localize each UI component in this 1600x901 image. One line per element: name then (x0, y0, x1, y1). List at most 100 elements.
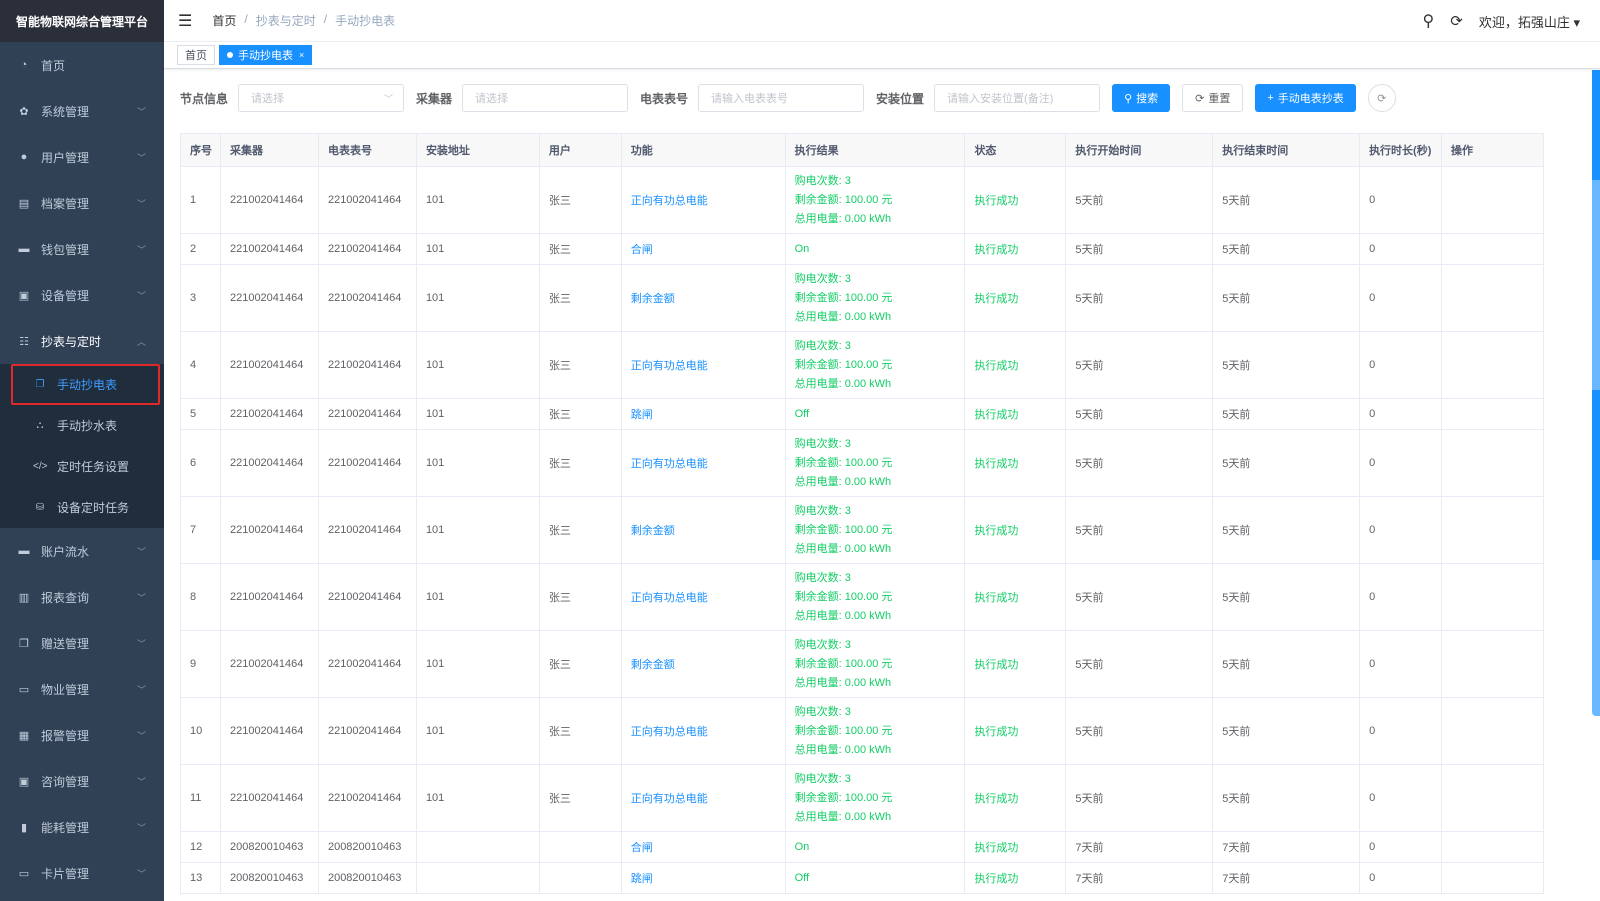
menu-item-2[interactable]: ❐ 赠送管理 ﹀ (0, 620, 164, 666)
actions-cell (1441, 630, 1544, 698)
menu-item-7[interactable]: ▭ 卡片管理 ﹀ (0, 850, 164, 896)
menu-group-meter-reading[interactable]: ☷ 抄表与定时 ︿ (0, 318, 164, 364)
menu-item-2[interactable]: ● 用户管理 ﹀ (0, 134, 164, 180)
cell-5[interactable]: 跳闸 (620, 398, 786, 430)
menu-item-6[interactable]: ▮ 能耗管理 ﹀ (0, 804, 164, 850)
breadcrumb-home[interactable]: 首页 (212, 14, 237, 28)
manual-read-button[interactable]: + 手动电表抄表 (1255, 84, 1356, 112)
hamburger-icon[interactable]: ☰ (178, 12, 193, 30)
cell-4: 张三 (538, 697, 622, 765)
cell-1: 221002041464 (219, 429, 319, 497)
location-input[interactable]: 请输入安装位置(备注) (934, 84, 1101, 112)
menu-item-3[interactable]: ▤ 档案管理 ﹀ (0, 180, 164, 226)
cell-1: 221002041464 (219, 496, 319, 564)
menu-item-4[interactable]: ▬ 钱包管理 ﹀ (0, 226, 164, 272)
tab-home[interactable]: 首页 (177, 45, 215, 65)
cell-1: 200820010463 (219, 862, 319, 894)
menu-item-1[interactable]: ⛬ 手动抄水表 (0, 405, 164, 446)
menu-item-5[interactable]: ▣ 咨询管理 ﹀ (0, 758, 164, 804)
cell-5[interactable]: 正向有功总电能 (620, 764, 786, 832)
chevron-down-icon: ﹀ (136, 868, 146, 879)
table-row: 10 221002041464 221002041464 101 张三 正向有功总电能 购电… (180, 697, 1544, 765)
cell-5[interactable]: 正向有功总电能 (620, 563, 786, 631)
reset-button[interactable]: ⟳ 重置 (1182, 84, 1244, 112)
cell-2: 200820010463 (317, 831, 417, 863)
menu-item-0[interactable]: ▬ 账户流水 ﹀ (0, 528, 164, 574)
cell-0: 1 (180, 166, 221, 234)
table-row: 4 221002041464 221002041464 101 张三 正向有功总电能 购电次… (180, 331, 1544, 399)
user-icon: ● (20, 151, 28, 163)
table-row: 2 221002041464 221002041464 101 张三 合闸 On 执行成功 5天… (180, 233, 1544, 265)
cell-7: 执行成功 (964, 563, 1067, 631)
cell-5[interactable]: 正向有功总电能 (620, 331, 786, 399)
cell-2: 221002041464 (317, 233, 417, 265)
cell-3: 101 (415, 764, 540, 832)
cell-7: 执行成功 (964, 630, 1067, 698)
column-header: 采集器 (219, 133, 319, 167)
cell-5[interactable]: 合闸 (620, 233, 786, 265)
cell-2: 221002041464 (317, 630, 417, 698)
meter-number-input[interactable]: 请输入电表表号 (698, 84, 865, 112)
cell-5[interactable]: 正向有功总电能 (620, 429, 786, 497)
close-icon[interactable]: × (299, 50, 305, 60)
menu-item-1[interactable]: ▥ 报表查询 ﹀ (0, 574, 164, 620)
menu-item-0[interactable]: ◔ 首页 (0, 42, 164, 88)
result-line: 剩余金额: 100.00 元 (794, 724, 893, 737)
node-select[interactable]: 请选择 ﹀ (238, 84, 405, 112)
top-navbar: ☰ 首页 / 抄表与定时 / 手动抄电表 ⚲ ⟳ 欢迎，拓强山庄 ▾ (164, 0, 1600, 42)
cell-9: 5天前 (1212, 630, 1361, 698)
result-line: On (794, 242, 810, 255)
menu-item-0[interactable]: ❐ 手动抄电表 (11, 364, 160, 405)
result-line: 剩余金额: 100.00 元 (794, 523, 893, 536)
refresh-icon[interactable]: ⟳ (1450, 13, 1463, 30)
result-line: 总用电量: 0.00 kWh (794, 743, 892, 756)
cell-9: 5天前 (1212, 429, 1361, 497)
wallet-icon: ▬ (18, 243, 30, 255)
side-scroll-panel[interactable] (1592, 70, 1600, 716)
cell-9: 5天前 (1212, 398, 1361, 430)
column-header: 功能 (620, 133, 786, 167)
cell-4 (538, 862, 622, 894)
cell-1: 221002041464 (219, 233, 319, 265)
cell-4: 张三 (538, 496, 622, 564)
cell-5[interactable]: 剩余金额 (620, 264, 786, 332)
plus-icon: + (1267, 92, 1274, 104)
cell-5[interactable]: 剩余金额 (620, 496, 786, 564)
cell-8: 5天前 (1065, 233, 1214, 265)
cell-5[interactable]: 正向有功总电能 (620, 166, 786, 234)
column-header: 电表表号 (317, 133, 417, 167)
menu-item-3[interactable]: ▭ 物业管理 ﹀ (0, 666, 164, 712)
cell-5[interactable]: 合闸 (620, 831, 786, 863)
user-menu[interactable]: 欢迎，拓强山庄 ▾ (1478, 14, 1580, 30)
result-line: 剩余金额: 100.00 元 (794, 291, 893, 304)
search-button[interactable]: ⚲ 搜索 (1112, 84, 1171, 112)
tab-manual-meter[interactable]: 手动抄电表 × (219, 45, 313, 65)
cell-3 (415, 831, 540, 863)
actions-cell (1441, 831, 1544, 863)
menu-item-2[interactable]: </> 定时任务设置 (0, 446, 164, 487)
collector-select[interactable]: 请选择 (462, 84, 629, 112)
result-line: 总用电量: 0.00 kWh (794, 810, 892, 823)
code-icon: </> (33, 461, 48, 472)
cell-6: 购电次数: 3 剩余金额: 100.00 元总用电量: 0.00 kWh (784, 166, 966, 234)
menu-item-1[interactable]: ✿ 系统管理 ﹀ (0, 88, 164, 134)
cell-10: 0 (1359, 630, 1442, 698)
cell-5[interactable]: 正向有功总电能 (620, 697, 786, 765)
cell-4: 张三 (538, 233, 622, 265)
cell-5[interactable]: 剩余金额 (620, 630, 786, 698)
cell-8: 5天前 (1065, 264, 1214, 332)
menu-item-5[interactable]: ▣ 设备管理 ﹀ (0, 272, 164, 318)
refresh-table-button[interactable]: ⟳ (1367, 84, 1396, 112)
cell-5[interactable]: 跳闸 (620, 862, 786, 894)
menu-item-3[interactable]: ⛁ 设备定时任务 (0, 487, 164, 528)
menu-label: 档案管理 (41, 196, 90, 211)
tags-view: 首页 手动抄电表 × (164, 42, 1600, 69)
cell-10: 0 (1359, 764, 1442, 832)
copy-icon: ❐ (35, 379, 45, 390)
menu-label: 手动抄电表 (57, 378, 118, 392)
cell-7: 执行成功 (964, 831, 1067, 863)
search-icon[interactable]: ⚲ (1422, 13, 1435, 30)
cell-8: 5天前 (1065, 429, 1214, 497)
menu-item-4[interactable]: ▦ 报警管理 ﹀ (0, 712, 164, 758)
cell-3: 101 (415, 630, 540, 698)
